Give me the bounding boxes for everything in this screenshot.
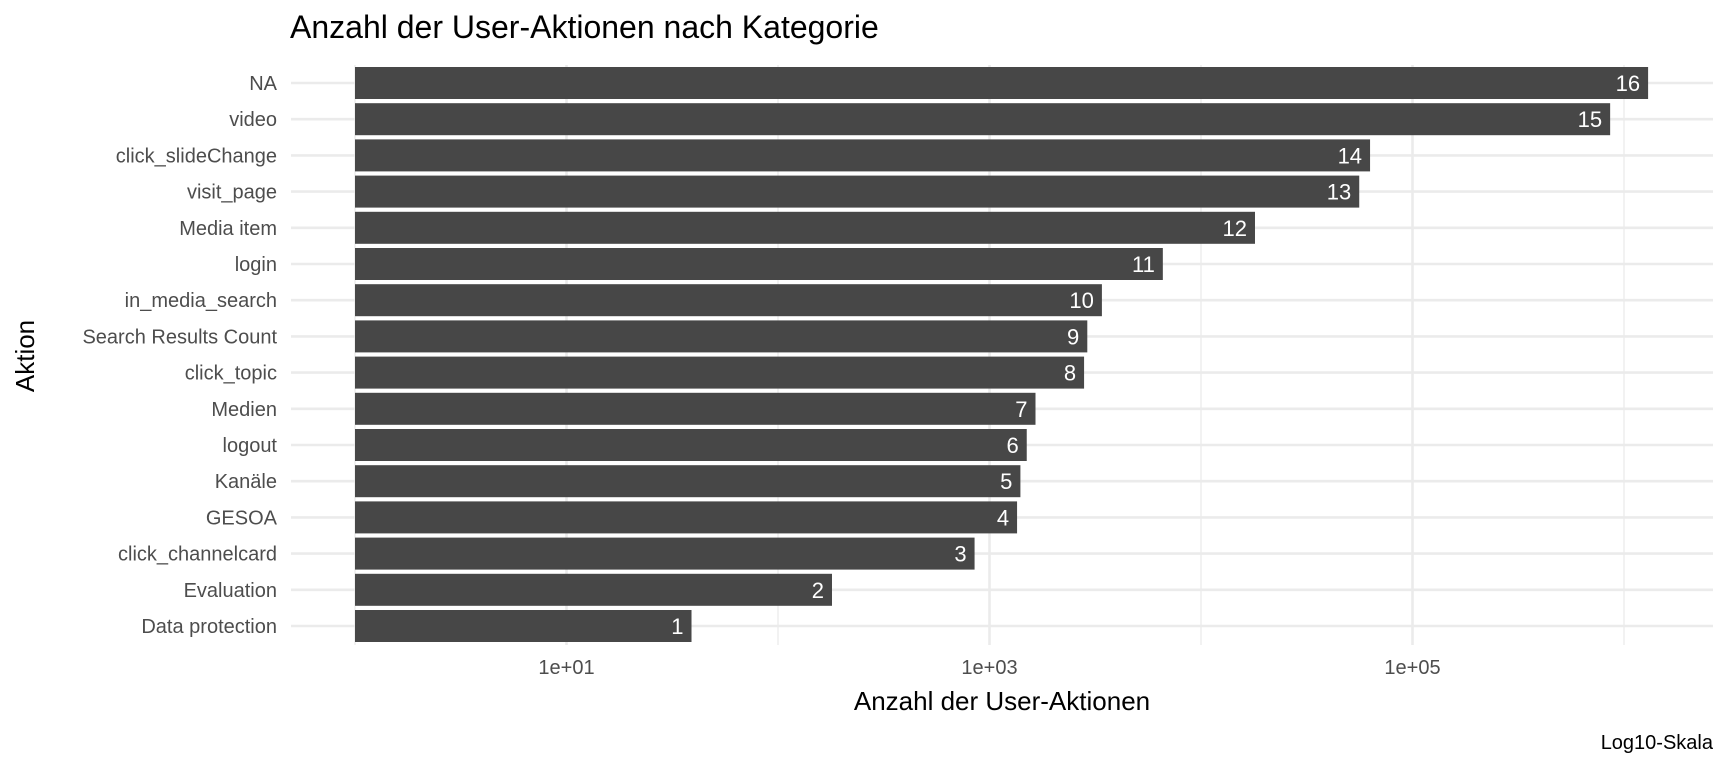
bar-data-label: 11 (1132, 252, 1155, 277)
bar (355, 284, 1102, 317)
bar (355, 175, 1360, 208)
x-tick-label: 1e+01 (538, 657, 594, 679)
y-tick-label: Media item (179, 218, 277, 240)
bar (355, 610, 692, 642)
y-tick-label: login (235, 254, 277, 276)
bar-data-label: 2 (812, 578, 824, 603)
bar-data-label: 13 (1327, 180, 1351, 205)
x-axis-tick-labels: 1e+01 1e+03 1e+05 (538, 657, 1440, 679)
caption: Log10-Skala (1601, 732, 1714, 754)
bar-data-label: 14 (1338, 143, 1362, 168)
bar-data-label: 7 (1015, 397, 1027, 422)
bar-data-label: 4 (997, 505, 1009, 530)
bar-data-label: 9 (1067, 324, 1079, 349)
bar (355, 103, 1611, 136)
x-tick-label: 1e+05 (1384, 657, 1440, 679)
bar-data-label: 6 (1006, 433, 1018, 458)
bar (355, 465, 1021, 498)
y-tick-label: in_media_search (125, 290, 277, 312)
y-tick-label: click_topic (185, 363, 277, 385)
bar (355, 356, 1085, 389)
y-tick-label: Evaluation (184, 580, 277, 602)
y-axis-title: Aktion (10, 320, 40, 392)
chart-title: Anzahl der User-Aktionen nach Kategorie (290, 9, 879, 45)
y-axis-tick-labels: NA video click_slideChange visit_page Media … (82, 73, 277, 638)
y-tick-label: click_channelcard (118, 544, 277, 566)
bar (355, 573, 832, 606)
y-tick-label: Medien (211, 399, 277, 421)
bar-data-label: 16 (1616, 71, 1640, 96)
bar-data-label: 10 (1069, 288, 1093, 313)
y-tick-label: GESOA (206, 507, 278, 529)
y-tick-label: Search Results Count (82, 326, 277, 348)
bar-data-label: 3 (954, 542, 966, 567)
bar (355, 392, 1036, 425)
y-tick-label: Data protection (141, 616, 277, 638)
y-tick-label: Kanäle (215, 471, 277, 493)
bar-data-label: 8 (1064, 361, 1076, 386)
y-tick-label: click_slideChange (116, 145, 277, 167)
x-tick-label: 1e+03 (961, 657, 1017, 679)
bar (355, 320, 1088, 353)
bars: 16 15 14 13 12 11 10 9 8 7 6 5 4 3 2 1 (355, 67, 1649, 642)
bar (355, 67, 1649, 99)
bar-data-label: 1 (671, 614, 683, 639)
bar (355, 248, 1163, 280)
bar (355, 537, 975, 570)
bar (355, 429, 1027, 461)
bar-data-label: 5 (1000, 469, 1012, 494)
bar-data-label: 12 (1223, 216, 1247, 241)
y-tick-label: video (229, 109, 277, 131)
y-tick-label: logout (223, 435, 278, 457)
y-tick-label: visit_page (187, 182, 277, 204)
bar (355, 501, 1018, 534)
bar-data-label: 15 (1578, 107, 1602, 132)
x-axis-title: Anzahl der User-Aktionen (854, 686, 1150, 716)
y-tick-label: NA (249, 73, 277, 95)
bar (355, 211, 1255, 244)
bar (355, 139, 1371, 172)
